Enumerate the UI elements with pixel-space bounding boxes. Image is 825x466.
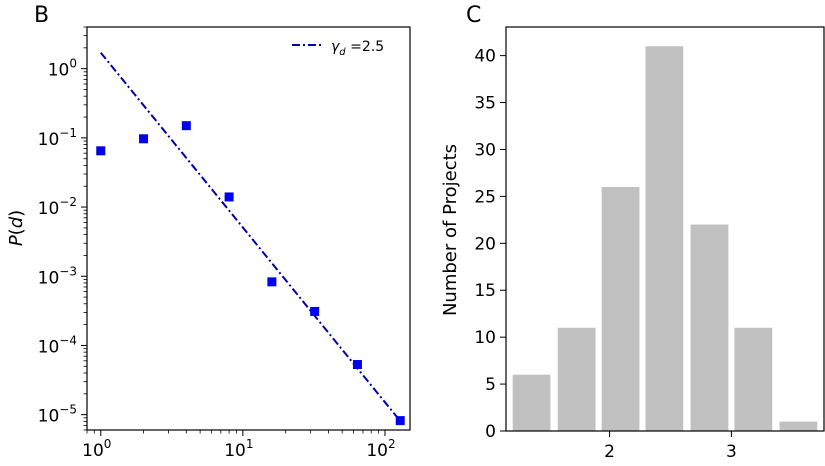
y-tick-label: 10−4 — [38, 333, 77, 357]
panel-c-bars — [512, 46, 818, 431]
panel-b-legend: γd =2.5 — [292, 39, 384, 58]
y-tick-label: 10−5 — [38, 403, 77, 427]
data-point — [224, 192, 234, 202]
bar — [557, 327, 596, 431]
bar — [512, 374, 551, 431]
x-tick-label: 101 — [224, 437, 253, 461]
data-point — [267, 277, 277, 287]
y-tick-label: 30 — [474, 140, 496, 160]
data-point — [181, 121, 191, 131]
y-tick-label: 40 — [474, 47, 496, 67]
y-tick-label: 15 — [474, 281, 496, 301]
panel-c-y-axis-label: Number of Projects — [440, 144, 461, 316]
legend-label: γd =2.5 — [331, 39, 384, 58]
y-tick-label: 10 — [474, 328, 496, 348]
y-tick-label: 35 — [474, 94, 496, 114]
legend-value: =2.5 — [346, 39, 384, 55]
data-point — [96, 146, 106, 156]
data-point — [310, 306, 320, 316]
panel-c-ticks: 0 5 10 15 20 25 30 35 40 2 3 — [474, 47, 736, 462]
legend-subscript: d — [339, 47, 346, 58]
panel-b-frame — [86, 26, 411, 431]
y-tick-label: 10−1 — [38, 126, 77, 150]
y-tick-label: 0 — [485, 422, 496, 442]
legend-gamma: γ — [331, 39, 340, 55]
bar — [645, 46, 684, 431]
x-tick-label: 102 — [366, 437, 395, 461]
x-tick-label: 2 — [604, 442, 615, 462]
fit-line — [99, 52, 401, 422]
x-tick-label: 3 — [726, 442, 737, 462]
panel-b-ticks: 100 101 102 100 10−1 10−2 10−3 10−4 10−5 — [38, 26, 396, 461]
panel-c-label: C — [466, 3, 481, 28]
y-tick-label: 5 — [485, 375, 496, 395]
y-tick-label: 25 — [474, 187, 496, 207]
bar — [601, 187, 640, 431]
bar — [690, 224, 729, 431]
data-point — [352, 360, 362, 370]
y-tick-label: 100 — [48, 57, 77, 81]
panel-b-fit — [99, 52, 401, 422]
panel-c-frame — [505, 26, 825, 432]
bar — [734, 327, 773, 431]
x-tick-label: 100 — [82, 437, 111, 461]
bar — [779, 421, 818, 431]
panel-b-label: B — [34, 3, 49, 28]
panel-b-points — [96, 121, 405, 426]
data-point — [395, 416, 405, 426]
panel-c: C 0 5 10 15 20 25 30 35 40 2 3 Number of Projects — [440, 3, 825, 462]
data-point — [139, 134, 149, 144]
panel-b-y-axis-label: P(d) — [6, 210, 27, 246]
y-tick-label: 10−3 — [38, 264, 77, 288]
y-tick-label: 20 — [474, 234, 496, 254]
y-tick-label: 10−2 — [38, 195, 77, 219]
